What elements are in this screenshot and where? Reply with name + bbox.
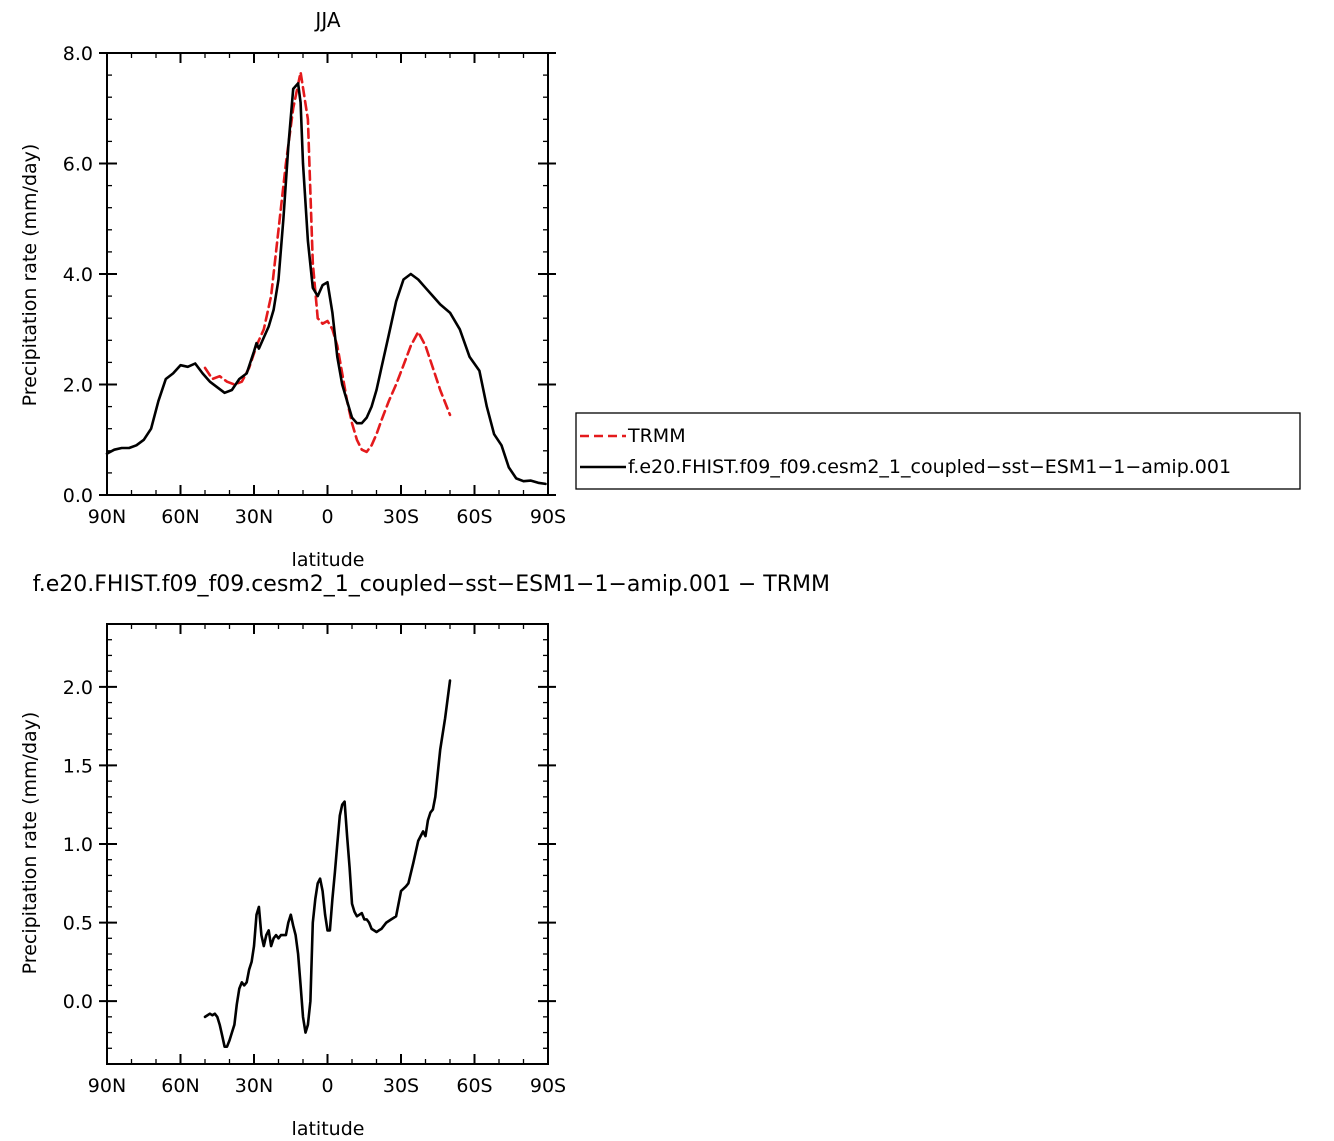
legend-label-trmm: TRMM (627, 425, 686, 447)
top-y-tick-label: 0.0 (63, 485, 93, 507)
top-y-axis-label: Precipitation rate (mm/day) (19, 144, 41, 407)
bottom-x-axis-label: latitude (292, 1118, 365, 1140)
bottom-x-tick-label: 60N (161, 1075, 199, 1097)
top-x-tick-label: 60S (456, 506, 492, 528)
bottom-chart-title: f.e20.FHIST.f09_f09.cesm2_1_coupled−sst−… (33, 572, 830, 597)
top-y-tick-label: 2.0 (63, 375, 93, 397)
top-y-tick-label: 4.0 (63, 264, 93, 286)
bottom-x-tick-label: 30N (235, 1075, 273, 1097)
bottom-y-tick-label: 2.0 (63, 677, 93, 699)
legend-label-model: f.e20.FHIST.f09_f09.cesm2_1_coupled−sst−… (628, 456, 1231, 478)
legend: TRMM f.e20.FHIST.f09_f09.cesm2_1_coupled… (575, 412, 1301, 490)
bottom-y-tick-label: 0.0 (63, 991, 93, 1013)
bottom-panel: f.e20.FHIST.f09_f09.cesm2_1_coupled−sst−… (19, 572, 830, 1140)
top-x-tick-label: 0 (321, 506, 333, 528)
top-x-tick-label: 30S (383, 506, 419, 528)
top-chart-title: JJA (313, 8, 340, 32)
legend-box (575, 412, 1301, 490)
bottom-x-tick-label: 90N (88, 1075, 126, 1097)
bottom-x-tick-label: 60S (456, 1075, 492, 1097)
bottom-x-tick-label: 30S (383, 1075, 419, 1097)
top-y-tick-label: 6.0 (63, 154, 93, 176)
top-x-tick-label: 90S (530, 506, 566, 528)
bottom-y-tick-label: 0.5 (63, 913, 93, 935)
top-series-line-0 (203, 71, 452, 454)
top-x-axis-label: latitude (292, 549, 365, 571)
top-panel: JJA 90N 60N 30N 0 30S 60S 90S 0.0 2.0 4.0 6.0 8.0 l… (19, 8, 566, 571)
top-y-tick-label: 8.0 (63, 43, 93, 65)
top-x-tick-label: 30N (235, 506, 273, 528)
top-plot-frame (106, 52, 549, 496)
top-x-tick-label: 90N (88, 506, 126, 528)
bottom-series-line-0 (203, 679, 452, 1048)
bottom-y-tick-label: 1.0 (63, 834, 93, 856)
bottom-x-tick-label: 0 (321, 1075, 333, 1097)
bottom-plot-area: 90N 60N 30N 0 30S 60S 90S 0.0 0.5 1.0 1.5 2.0 (63, 623, 566, 1097)
top-x-tick-label: 60N (161, 506, 199, 528)
bottom-x-tick-label: 90S (530, 1075, 566, 1097)
bottom-plot-frame (106, 623, 549, 1065)
bottom-y-axis-label: Precipitation rate (mm/day) (19, 712, 41, 975)
top-plot-area: 90N 60N 30N 0 30S 60S 90S 0.0 2.0 4.0 6.0 8.0 (63, 43, 566, 528)
top-series-line-1 (105, 82, 547, 486)
bottom-y-tick-label: 1.5 (63, 755, 93, 777)
